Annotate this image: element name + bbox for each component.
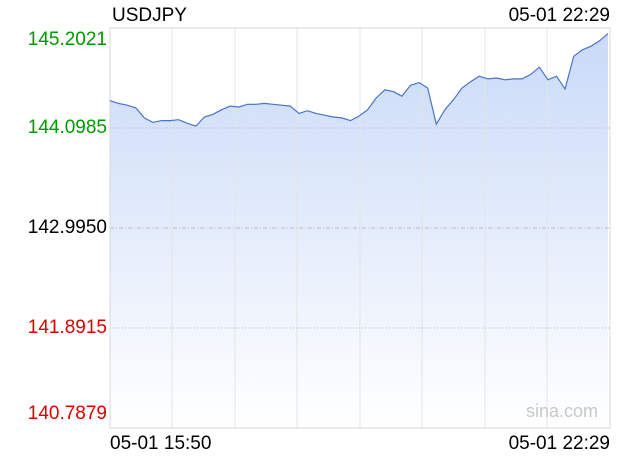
plot-border <box>109 27 611 429</box>
x-tick-label: 05-01 22:29 <box>509 433 610 454</box>
area <box>110 33 608 428</box>
y-tick-label: 145.2021 <box>28 29 107 50</box>
x-tick-label: 05-01 15:50 <box>110 433 211 454</box>
y-tick-label: 142.9950 <box>28 217 107 238</box>
y-tick-label: 140.7879 <box>28 403 107 424</box>
update-time: 05-01 22:29 <box>509 5 610 26</box>
chart-title: USDJPY <box>112 5 187 26</box>
y-tick-label: 141.8915 <box>28 317 107 338</box>
price-line <box>109 33 609 127</box>
y-tick-label: 144.0985 <box>28 117 107 138</box>
watermark: sina.com <box>526 401 598 421</box>
